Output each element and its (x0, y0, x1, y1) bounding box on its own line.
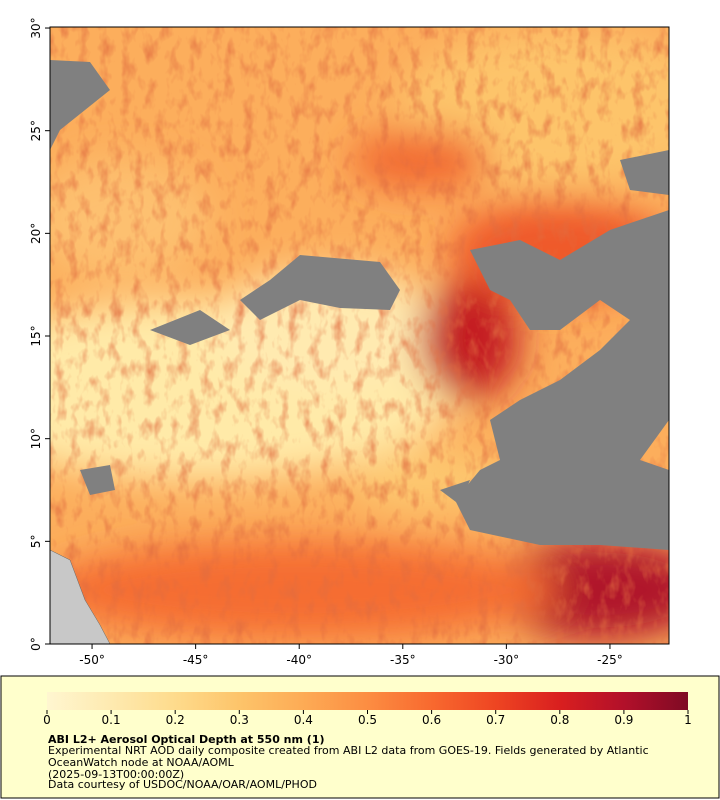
colorbar-tick-label: 1 (684, 713, 692, 727)
colorbar-tick-label: 0.6 (422, 713, 441, 727)
colorbar-tick-label: 0.2 (166, 713, 185, 727)
x-tick-label: -25° (597, 653, 623, 667)
colorbar (47, 692, 688, 710)
x-tick-label: -45° (183, 653, 209, 667)
colorbar-tick-label: 0 (43, 713, 51, 727)
caption-title: ABI L2+ Aerosol Optical Depth at 550 nm … (48, 733, 325, 746)
no-data (50, 60, 669, 550)
caption-line: Experimental NRT AOD daily composite cre… (48, 744, 649, 769)
colorbar-tick-label: 0.1 (102, 713, 121, 727)
colorbar-axis: 0 0.1 0.2 0.3 0.4 0.5 0.6 0.7 0.8 0.9 1 (43, 710, 692, 727)
y-tick-label: 10° (29, 428, 43, 449)
y-tick-label: 30° (29, 17, 43, 38)
x-tick-label: -50° (79, 653, 105, 667)
y-tick-label: 25° (29, 120, 43, 141)
colorbar-tick-label: 0.3 (230, 713, 249, 727)
y-tick-label: 15° (29, 325, 43, 346)
y-tick-label: 0° (29, 637, 43, 651)
colorbar-tick-label: 0.4 (294, 713, 313, 727)
map-frame (49, 26, 670, 645)
caption-line: (2025-09-13T00:00:00Z) (48, 768, 185, 781)
x-tick-label: -35° (390, 653, 416, 667)
axes: -50° -45° -40° -35° -30° -25° 0° 5° 10° 15° 20° 25°… (29, 17, 623, 667)
colorbar-tick-label: 0.5 (358, 713, 377, 727)
colorbar-tick-label: 0.7 (486, 713, 505, 727)
y-tick-label: 5° (29, 535, 43, 549)
land (50, 549, 111, 644)
colorbar-tick-label: 0.9 (614, 713, 633, 727)
x-tick-label: -40° (286, 653, 312, 667)
x-tick-label: -30° (494, 653, 520, 667)
caption-line: Data courtesy of USDOC/NOAA/OAR/AOML/PHO… (48, 778, 317, 791)
y-tick-label: 20° (29, 223, 43, 244)
aod-map (50, 27, 669, 644)
colorbar-tick-label: 0.8 (550, 713, 569, 727)
